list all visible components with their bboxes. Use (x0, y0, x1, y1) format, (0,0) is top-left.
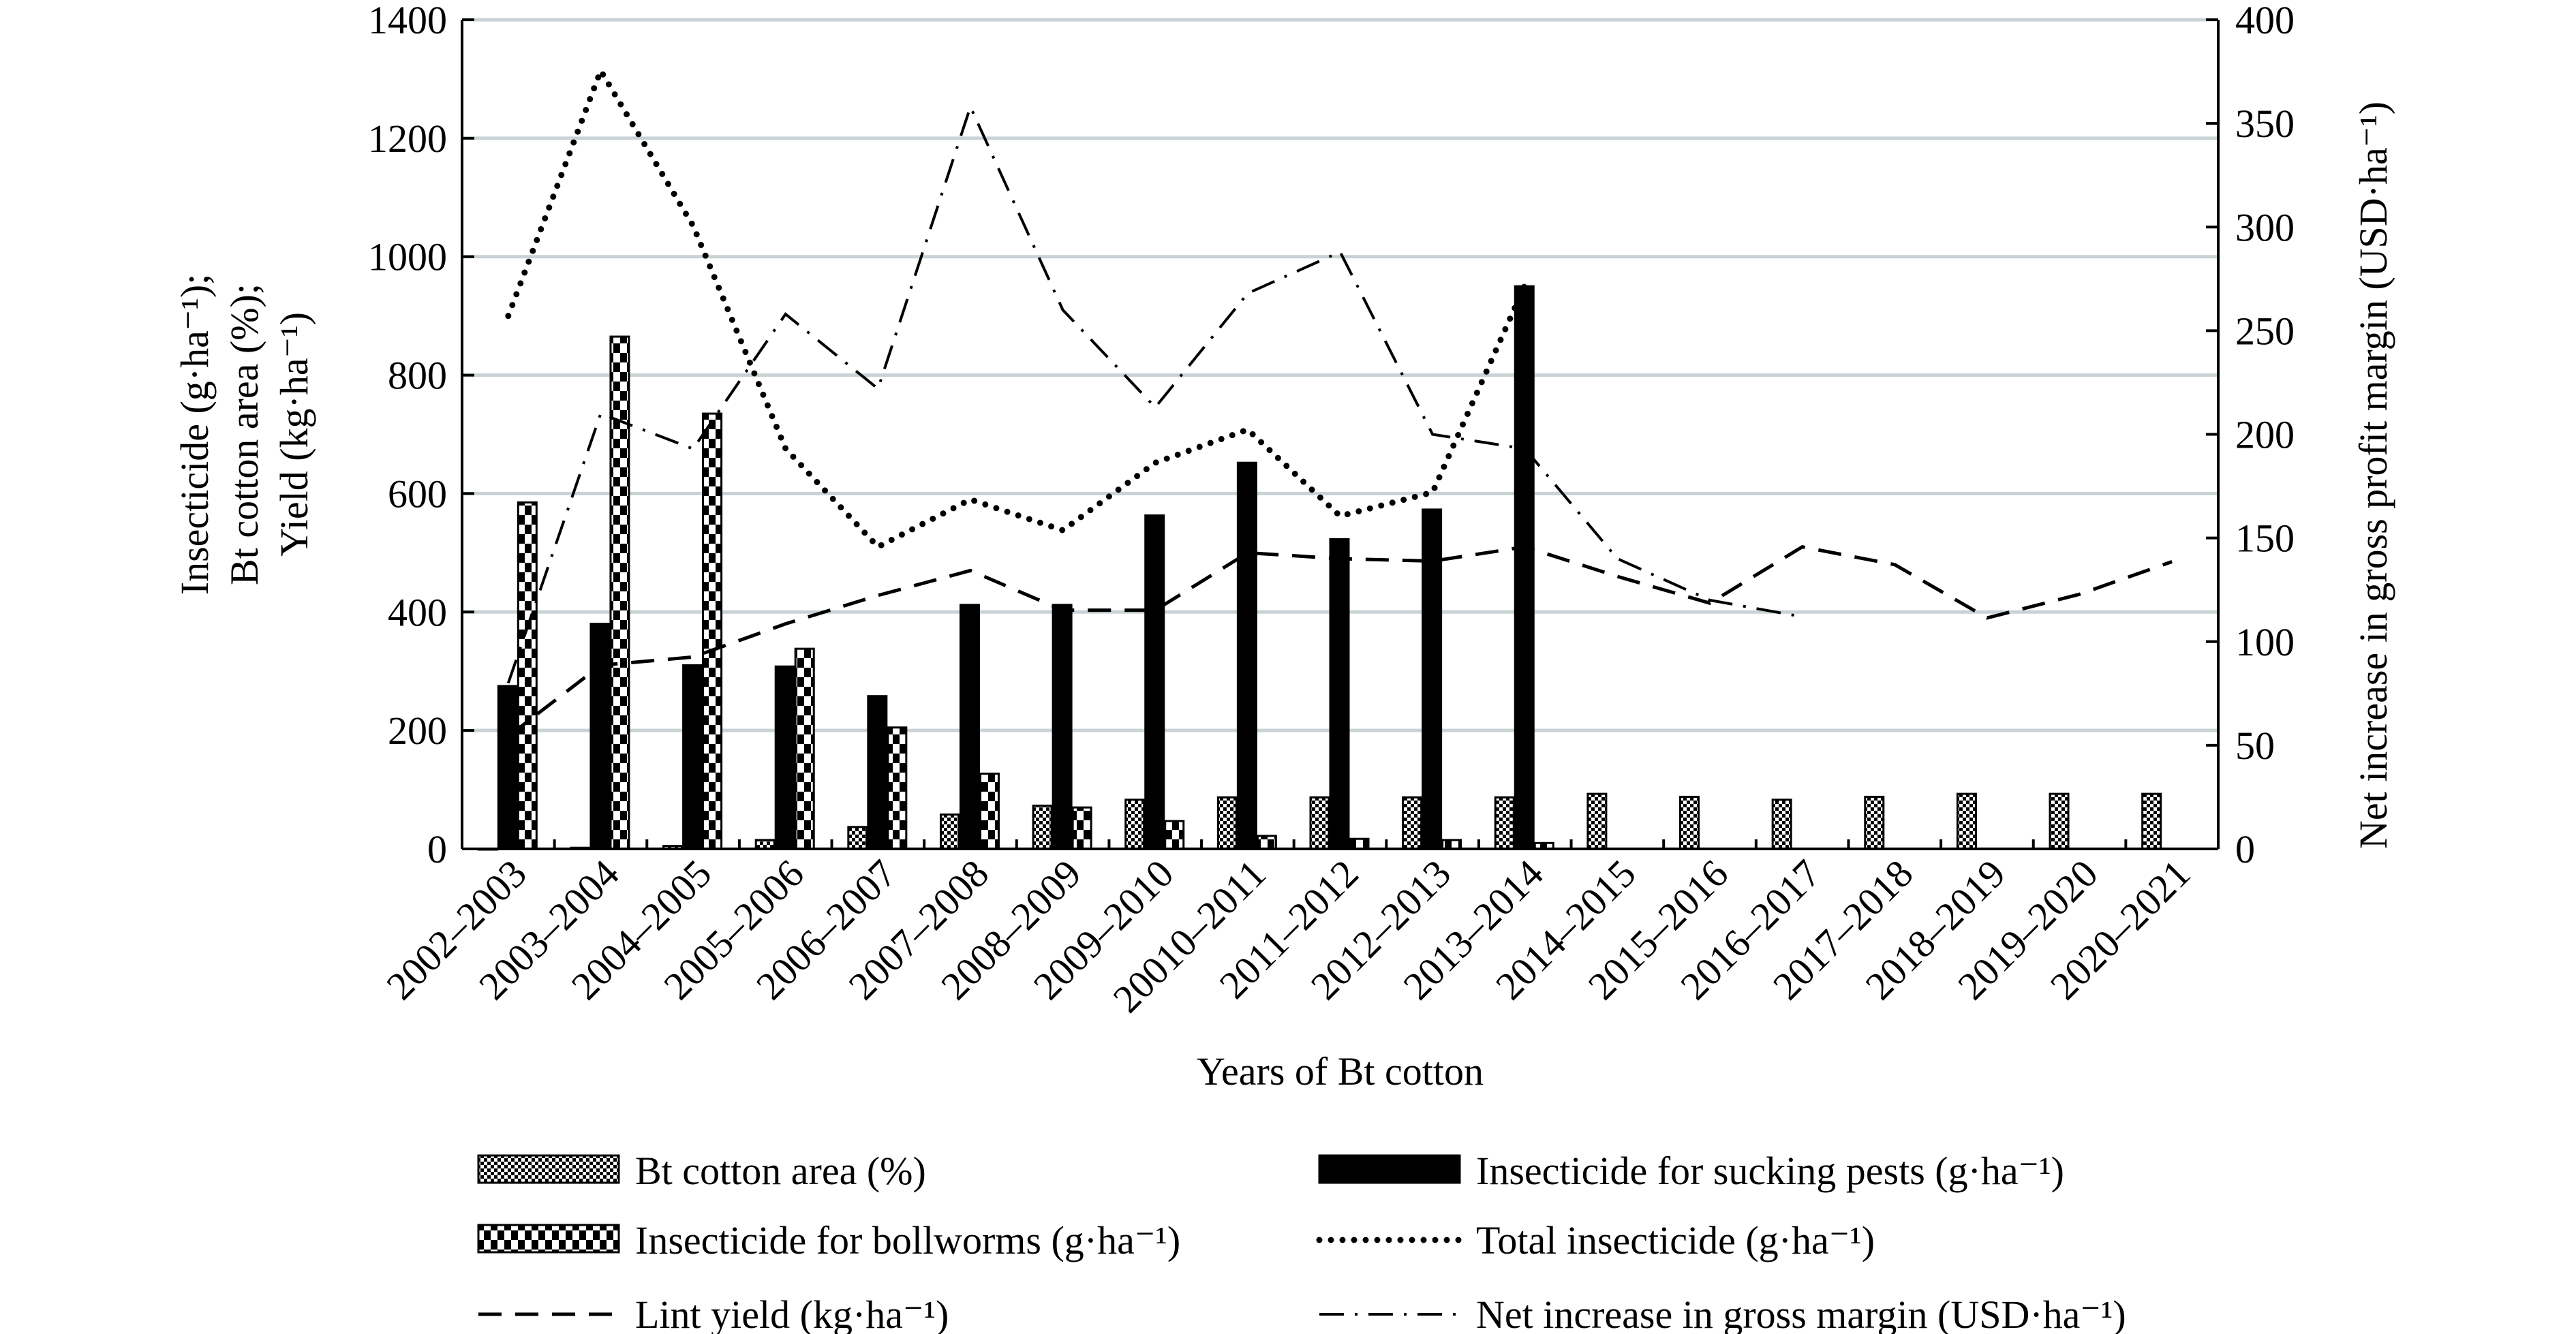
left-tick-label: 400 (388, 590, 447, 634)
right-tick-label: 250 (2235, 309, 2295, 353)
left-tick-label: 600 (388, 471, 447, 516)
bar-solid (867, 695, 888, 850)
bar-fine-check (1032, 805, 1053, 850)
bar-coarse-check (1349, 837, 1370, 850)
left-tick-label: 200 (388, 709, 447, 753)
bar-coarse-check (609, 335, 630, 850)
axes (461, 18, 2220, 850)
bar-fine-check (2049, 792, 2070, 850)
x-axis-title: Years of Bt cotton (1197, 1049, 1484, 1093)
bar-fine-check (1679, 796, 1700, 850)
bar-coarse-check (887, 726, 908, 850)
bar-solid (682, 664, 703, 850)
left-tick-label: 800 (388, 354, 447, 398)
legend-swatch-fine-check (477, 1154, 620, 1184)
bar-solid (1329, 538, 1350, 850)
bar-fine-check (1309, 796, 1330, 850)
right-tick-label: 300 (2235, 205, 2295, 249)
bars (477, 285, 2162, 851)
bar-fine-check (1586, 792, 1608, 850)
bar-solid (1052, 604, 1073, 850)
bar-coarse-check (1256, 835, 1277, 850)
legend-label: Insecticide for bollworms (g·ha⁻¹) (635, 1218, 1180, 1262)
bar-solid (1236, 461, 1257, 850)
bar-solid (1422, 508, 1443, 850)
bar-fine-check (1216, 796, 1238, 850)
right-tick-label: 200 (2235, 413, 2295, 457)
legend: Bt cotton area (%) Insecticide for suckin… (477, 1149, 2126, 1334)
left-axis-title: Insecticide (g·ha⁻¹); (172, 274, 217, 595)
bar-fine-check (1956, 792, 1977, 850)
right-tick-label: 150 (2235, 516, 2295, 561)
legend-label: Lint yield (kg·ha⁻¹) (635, 1292, 949, 1334)
bar-coarse-check (979, 773, 1000, 850)
bar-coarse-check (702, 412, 723, 850)
bar-fine-check (1124, 798, 1146, 850)
bar-solid (1514, 285, 1535, 850)
bar-fine-check (1864, 796, 1885, 850)
legend-label: Net increase in gross margin (USD·ha⁻¹) (1476, 1292, 2126, 1334)
bar-fine-check (939, 813, 960, 850)
bar-fine-check (1771, 798, 1792, 850)
bar-fine-check (1494, 796, 1515, 850)
legend-label: Total insecticide (g·ha⁻¹) (1476, 1218, 1875, 1262)
bar-coarse-check (517, 501, 538, 850)
bar-solid (1144, 514, 1165, 850)
bar-solid (774, 665, 795, 850)
left-tick-label: 1000 (368, 235, 447, 279)
right-tick-label: 350 (2235, 102, 2295, 146)
left-tick-label: 0 (427, 827, 447, 871)
bar-coarse-check (1071, 806, 1092, 850)
lines (505, 63, 2173, 738)
legend-label: Bt cotton area (%) (635, 1149, 926, 1193)
bar-solid (589, 623, 611, 850)
bar-coarse-check (794, 647, 815, 850)
legend-swatch-solid (1318, 1154, 1461, 1184)
line-dotted (505, 63, 1529, 551)
right-tick-label: 400 (2235, 0, 2295, 42)
right-axis-title: Net increase in gross profit margin (USD… (2351, 102, 2395, 849)
legend-swatch-coarse-check (477, 1224, 620, 1254)
right-tick-label: 0 (2235, 827, 2255, 871)
bar-coarse-check (1164, 820, 1185, 850)
line-dashed (507, 545, 2173, 738)
left-axis-title: Bt cotton area (%); (222, 283, 266, 585)
bar-fine-check (847, 826, 868, 850)
left-tick-label: 1200 (368, 117, 447, 161)
legend-label: Insecticide for sucking pests (g·ha⁻¹) (1476, 1149, 2064, 1193)
right-tick-label: 50 (2235, 724, 2275, 768)
bar-fine-check (1402, 796, 1423, 850)
left-tick-label: 1400 (368, 0, 447, 42)
bar-solid (959, 604, 980, 850)
right-tick-label: 100 (2235, 620, 2295, 664)
bar-fine-check (2141, 792, 2162, 850)
bar-solid (497, 685, 518, 850)
left-axis-title: Yield (kg·ha⁻¹) (272, 312, 316, 557)
axis-labels: 0 200 400 600 800 1000 1200 1400 0 50 100 150 200 250… (172, 0, 2395, 1093)
